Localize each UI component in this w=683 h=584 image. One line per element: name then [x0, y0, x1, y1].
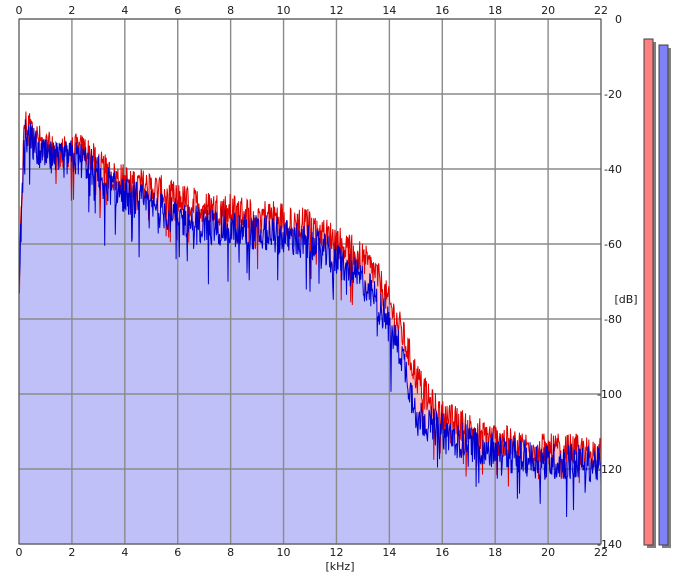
x-tick-label-bottom: 16	[435, 546, 449, 559]
red-level-meter	[643, 38, 654, 546]
x-tick-label-top: 14	[382, 4, 396, 17]
line-layer	[18, 111, 602, 518]
blue-level-meter	[658, 44, 669, 546]
plot-frame	[18, 18, 602, 545]
x-tick-label-top: 4	[121, 4, 128, 17]
x-tick-label-bottom: 12	[329, 546, 343, 559]
y-tick-label: -140	[597, 538, 622, 551]
x-tick-label-bottom: 8	[227, 546, 234, 559]
frame-layer	[18, 18, 602, 545]
x-axis-label: [kHz]	[326, 560, 355, 573]
x-tick-label-top: 18	[488, 4, 502, 17]
x-tick-label-bottom: 10	[277, 546, 291, 559]
x-tick-label-top: 20	[541, 4, 555, 17]
x-tick-label-top: 6	[174, 4, 181, 17]
x-tick-label-bottom: 20	[541, 546, 555, 559]
y-tick-label: -120	[597, 463, 622, 476]
y-tick-label: -20	[604, 88, 622, 101]
x-tick-label-bottom: 22	[594, 546, 608, 559]
x-tick-label-top: 22	[594, 4, 608, 17]
x-tick-label-bottom: 4	[121, 546, 128, 559]
blue-series-line	[18, 119, 602, 518]
y-tick-label: 0	[615, 13, 622, 26]
x-tick-label-bottom: 18	[488, 546, 502, 559]
y-tick-label: -100	[597, 388, 622, 401]
x-tick-label-top: 8	[227, 4, 234, 17]
y-axis-label: [dB]	[614, 293, 637, 306]
x-tick-label-bottom: 6	[174, 546, 181, 559]
x-tick-label-bottom: 14	[382, 546, 396, 559]
x-tick-label-bottom: 0	[16, 546, 23, 559]
grid-layer	[18, 18, 602, 545]
tick-label-layer: 002244668810101212141416161818202022220-…	[16, 4, 623, 559]
y-tick-label: -60	[604, 238, 622, 251]
x-tick-label-bottom: 2	[68, 546, 75, 559]
x-tick-label-top: 10	[277, 4, 291, 17]
y-tick-label: -40	[604, 163, 622, 176]
y-tick-label: -80	[604, 313, 622, 326]
x-tick-label-top: 16	[435, 4, 449, 17]
x-tick-label-top: 12	[329, 4, 343, 17]
x-tick-label-top: 2	[68, 4, 75, 17]
level-meters	[643, 38, 671, 548]
x-tick-label-top: 0	[16, 4, 23, 17]
red-series-line	[18, 111, 602, 487]
